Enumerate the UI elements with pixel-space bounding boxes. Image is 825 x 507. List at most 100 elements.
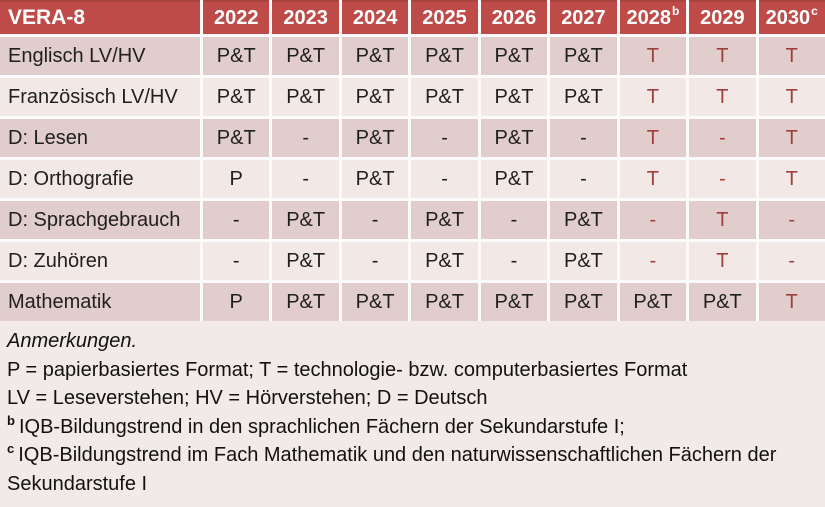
row-label: Französisch LV/HV	[0, 78, 200, 116]
value-cell: P&T	[550, 201, 617, 239]
value-cell: -	[758, 242, 825, 280]
value-cell: P&T	[550, 37, 617, 75]
note-line: b IQB-Bildungstrend in den sprachlichen F…	[7, 412, 625, 438]
table-title: VERA-8	[0, 0, 200, 34]
row-label: D: Orthografie	[0, 160, 200, 198]
value-cell: P&T	[272, 201, 339, 239]
year-header-2027: 2027	[550, 0, 617, 34]
value-cell: P&T	[272, 283, 339, 321]
footnote-marker-c: c	[7, 441, 15, 457]
value-cell: P&T	[411, 283, 478, 321]
note-line: P = papierbasiertes Format; T = technolo…	[7, 358, 688, 381]
value-cell: -	[203, 201, 270, 239]
year-header-2022: 2022	[203, 0, 270, 34]
year-label: 2022	[213, 6, 259, 29]
value-cell: -	[619, 201, 687, 239]
value-cell: P&T	[341, 119, 409, 157]
value-cell: T	[689, 37, 756, 75]
value-cell: -	[550, 160, 617, 198]
value-cell: -	[411, 160, 478, 198]
value-cell: T	[758, 78, 825, 116]
year-label: 2023	[283, 6, 328, 29]
value-cell: T	[758, 37, 825, 75]
footnote-marker-b: b	[671, 4, 680, 18]
value-cell: T	[758, 160, 825, 198]
value-cell: P&T	[411, 37, 478, 75]
value-cell: P&T	[411, 242, 478, 280]
value-cell: P&T	[480, 119, 548, 157]
value-cell: -	[272, 160, 339, 198]
value-cell: P&T	[203, 37, 270, 75]
year-label: 2029	[700, 6, 745, 29]
year-header-2028: 2028 b	[619, 0, 687, 34]
value-cell: -	[689, 160, 756, 198]
value-cell: T	[689, 201, 756, 239]
year-label: 2030	[765, 6, 811, 29]
value-cell: P&T	[341, 283, 409, 321]
value-cell: -	[480, 242, 548, 280]
value-cell: P	[203, 160, 270, 198]
year-header-2023: 2023	[272, 0, 339, 34]
value-cell: T	[689, 78, 756, 116]
value-cell: P&T	[411, 201, 478, 239]
value-cell: T	[619, 37, 687, 75]
year-header-2024: 2024	[341, 0, 409, 34]
note-line: c IQB-Bildungstrend im Fach Mathematik un…	[7, 441, 777, 495]
value-cell: -	[480, 201, 548, 239]
row-label: Mathematik	[0, 283, 200, 321]
value-cell: -	[411, 119, 478, 157]
value-cell: P&T	[550, 283, 617, 321]
year-label: 2025	[422, 6, 467, 29]
value-cell: T	[758, 119, 825, 157]
value-cell: -	[203, 242, 270, 280]
value-cell: P&T	[203, 78, 270, 116]
value-cell: T	[758, 283, 825, 321]
value-cell: -	[341, 201, 409, 239]
value-cell: P&T	[272, 37, 339, 75]
value-cell: P&T	[480, 78, 548, 116]
row-label: D: Lesen	[0, 119, 200, 157]
value-cell: -	[619, 242, 687, 280]
value-cell: P&T	[203, 119, 270, 157]
year-label: 2026	[491, 6, 537, 29]
value-cell: T	[619, 119, 687, 157]
value-cell: P&T	[480, 283, 548, 321]
value-cell: P	[203, 283, 270, 321]
value-cell: P&T	[272, 78, 339, 116]
value-cell: T	[619, 78, 687, 116]
value-cell: P&T	[480, 37, 548, 75]
assessment-schedule-table: VERA-8 2022 2023 2024 2025 2026 2027 2028 b 2029…	[0, 0, 825, 321]
value-cell: P&T	[480, 160, 548, 198]
value-cell: P&T	[550, 242, 617, 280]
notes-section: Anmerkungen. P = papierbasiertes Format; …	[0, 321, 825, 498]
footnote-marker-b: b	[7, 412, 15, 428]
note-line: Anmerkungen.	[7, 330, 138, 352]
row-label: D: Sprachgebrauch	[0, 201, 200, 239]
value-cell: -	[758, 201, 825, 239]
year-label: 2024	[352, 6, 398, 29]
value-cell: P&T	[341, 160, 409, 198]
year-label: 2027	[561, 6, 606, 29]
value-cell: -	[272, 119, 339, 157]
row-label: D: Zuhören	[0, 242, 200, 280]
value-cell: P&T	[550, 78, 617, 116]
value-cell: -	[550, 119, 617, 157]
value-cell: T	[689, 242, 756, 280]
year-header-2029: 2029	[689, 0, 756, 34]
value-cell: P&T	[341, 37, 409, 75]
note-line: LV = Leseverstehen; HV = Hörverstehen; D…	[7, 387, 488, 409]
value-cell: T	[619, 160, 687, 198]
footnote-marker-c: c	[811, 4, 818, 18]
year-header-2030: 2030 c	[758, 0, 825, 34]
value-cell: P&T	[619, 283, 687, 321]
value-cell: P&T	[341, 78, 409, 116]
value-cell: -	[689, 119, 756, 157]
value-cell: P&T	[689, 283, 756, 321]
value-cell: P&T	[272, 242, 339, 280]
value-cell: -	[341, 242, 409, 280]
row-label: Englisch LV/HV	[0, 37, 200, 75]
year-label: 2028	[626, 6, 671, 29]
year-header-2026: 2026	[480, 0, 548, 34]
year-header-2025: 2025	[411, 0, 478, 34]
